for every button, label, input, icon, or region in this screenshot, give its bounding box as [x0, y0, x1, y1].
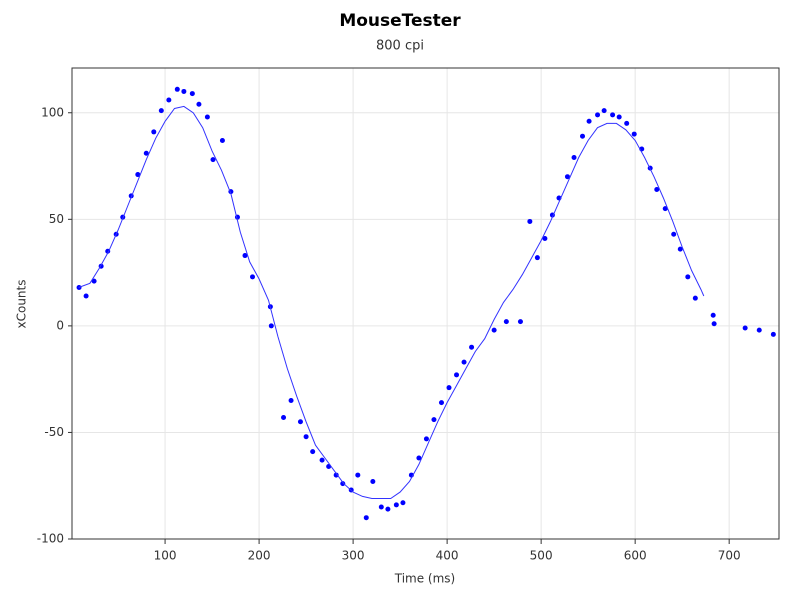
chart-title: MouseTester	[339, 11, 461, 31]
data-point	[601, 108, 607, 114]
data-point	[135, 172, 141, 178]
data-line	[78, 105, 705, 499]
data-point	[503, 319, 509, 325]
data-point	[742, 325, 748, 331]
data-point	[756, 327, 762, 333]
data-point	[542, 235, 548, 241]
data-point	[692, 295, 698, 301]
data-point	[340, 481, 346, 487]
data-point	[469, 344, 475, 350]
data-point	[610, 112, 616, 118]
data-point	[333, 472, 339, 478]
data-point	[662, 206, 668, 212]
data-point	[378, 504, 384, 510]
data-point	[595, 112, 601, 118]
data-point	[363, 515, 369, 521]
data-point	[166, 97, 172, 103]
data-point	[393, 502, 399, 508]
data-point	[710, 312, 716, 318]
data-point	[571, 155, 577, 161]
data-point	[303, 434, 309, 440]
data-point	[423, 436, 429, 442]
data-point	[143, 150, 149, 156]
x-tick-label: 600	[624, 549, 647, 563]
data-point	[431, 417, 437, 423]
data-point	[416, 455, 422, 461]
data-point	[210, 157, 216, 163]
data-point	[83, 293, 89, 299]
data-point	[310, 449, 316, 455]
data-point	[534, 255, 540, 261]
chart-subtitle: 800 cpi	[376, 39, 424, 54]
y-tick-label: -50	[44, 425, 64, 439]
data-point	[196, 101, 202, 107]
data-point	[586, 118, 592, 124]
data-point	[564, 174, 570, 180]
data-point	[355, 472, 361, 478]
data-point	[281, 415, 287, 421]
data-point	[158, 108, 164, 114]
data-point	[268, 323, 274, 329]
data-point	[438, 400, 444, 406]
x-tick-label: 300	[342, 549, 365, 563]
data-point	[461, 359, 467, 365]
data-point	[385, 506, 391, 512]
data-point	[491, 327, 497, 333]
data-point	[250, 274, 256, 280]
data-point	[91, 278, 97, 284]
x-axis-label: Time (ms)	[394, 572, 456, 586]
data-point	[685, 274, 691, 280]
data-point	[711, 321, 717, 327]
data-point	[677, 246, 683, 252]
y-tick-label: 100	[41, 105, 64, 119]
data-point	[319, 457, 325, 463]
data-point	[671, 231, 677, 237]
data-point	[454, 372, 460, 378]
y-tick-label: 0	[56, 318, 64, 332]
y-tick-label: 50	[49, 212, 64, 226]
x-tick-label: 400	[436, 549, 459, 563]
data-point	[446, 385, 452, 391]
data-point	[297, 419, 303, 425]
data-point	[189, 91, 195, 97]
data-point	[151, 129, 157, 135]
data-point	[580, 133, 586, 139]
data-point	[631, 131, 637, 137]
data-point	[624, 120, 630, 126]
data-point	[400, 500, 406, 506]
data-point	[370, 478, 376, 484]
data-point	[174, 86, 180, 92]
data-point	[219, 137, 225, 143]
x-tick-label: 100	[154, 549, 177, 563]
data-point	[527, 218, 533, 224]
data-point	[654, 186, 660, 192]
plot-frame	[71, 67, 780, 540]
x-tick-label: 700	[718, 549, 741, 563]
data-point	[181, 88, 187, 94]
data-point	[770, 331, 776, 337]
y-axis-label: xCounts	[15, 280, 29, 329]
data-point	[288, 397, 294, 403]
x-tick-label: 500	[530, 549, 553, 563]
x-tick-label: 200	[248, 549, 271, 563]
data-point	[616, 114, 622, 120]
y-tick-label: -100	[37, 532, 64, 546]
data-point	[517, 319, 523, 325]
data-point	[242, 253, 248, 259]
data-point	[204, 114, 210, 120]
